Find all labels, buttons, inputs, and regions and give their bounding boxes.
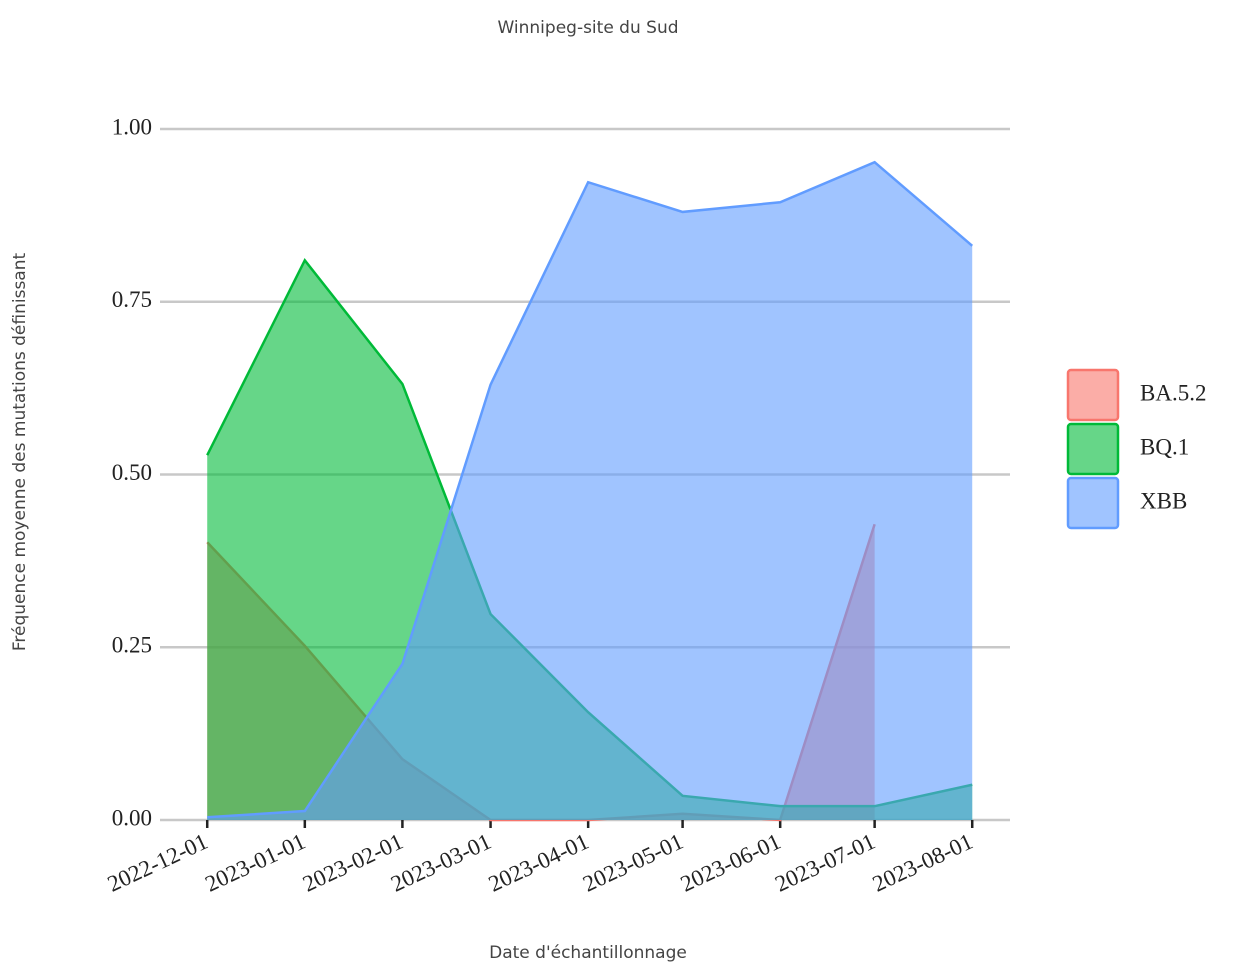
legend-swatch [1066, 476, 1120, 530]
y-tick-label: 0.25 [112, 633, 152, 658]
x-tick-label: 2023-05-01 [579, 829, 687, 897]
x-tick-label: 2023-07-01 [771, 829, 879, 897]
legend-label: BQ.1 [1140, 434, 1189, 459]
x-tick-label: 2023-01-01 [201, 829, 309, 897]
legend-label: XBB [1140, 488, 1187, 513]
legend-swatch [1066, 368, 1120, 422]
y-tick-label: 0.00 [112, 805, 152, 830]
area-fill [207, 162, 973, 821]
x-tick-label: 2023-04-01 [485, 829, 593, 897]
y-tick-label: 0.50 [112, 460, 152, 485]
chart-title: Winnipeg-site du Sud [497, 18, 678, 38]
legend-swatch [1066, 422, 1120, 476]
x-axis-label: Date d'échantillonnage [489, 943, 687, 963]
x-tick-label: 2023-08-01 [869, 829, 977, 897]
x-tick-label: 2023-02-01 [299, 829, 407, 897]
legend-label: BA.5.2 [1140, 380, 1206, 405]
y-tick-label: 1.00 [112, 114, 152, 139]
y-axis-label: Fréquence moyenne des mutations définiss… [10, 253, 30, 652]
y-tick-label: 0.75 [112, 287, 152, 312]
area-line [207, 160, 974, 819]
x-tick-label: 2023-03-01 [387, 829, 495, 897]
x-tick-label: 2022-12-01 [104, 829, 212, 897]
x-tick-label: 2023-06-01 [677, 829, 785, 897]
